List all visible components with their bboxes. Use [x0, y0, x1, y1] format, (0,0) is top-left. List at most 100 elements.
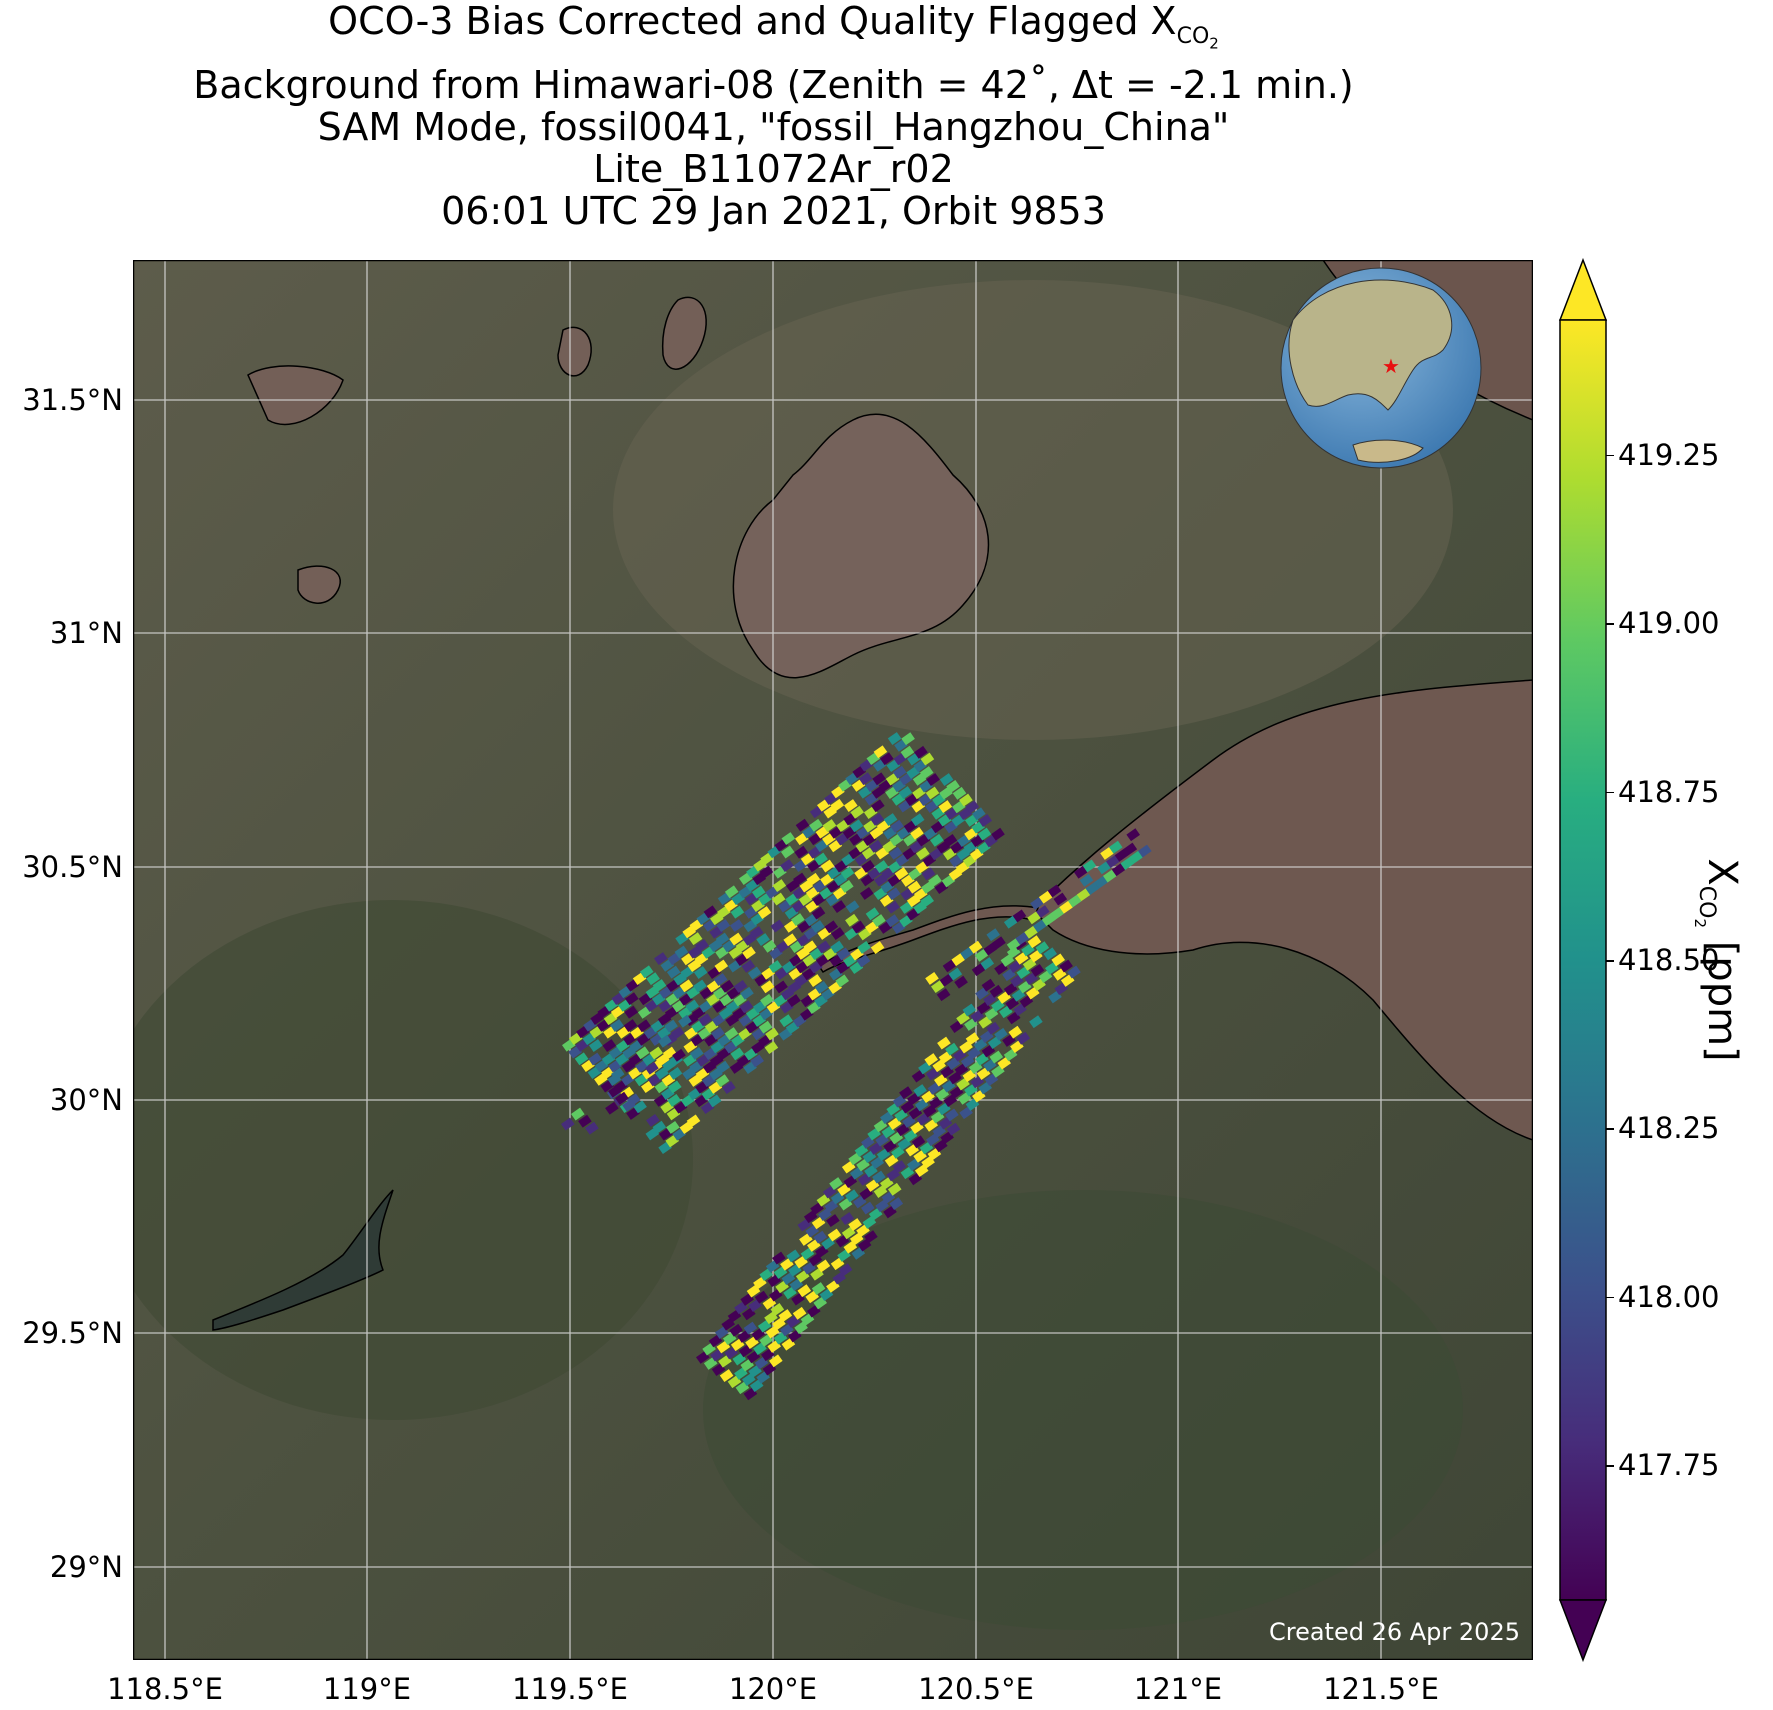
globe-australia-land — [1352, 439, 1424, 463]
xco2-sounding — [945, 1108, 959, 1122]
xco2-sounding — [1067, 965, 1081, 979]
xco2-sounding — [980, 957, 995, 970]
xco2-sounding — [1036, 905, 1050, 919]
colorbar-tick-label: 418.75 — [1618, 774, 1720, 809]
xco2-sounding — [615, 1091, 629, 1105]
lat-tick-label: 31.5°N — [22, 383, 123, 417]
small-lake — [661, 296, 707, 370]
xco2-sounding — [942, 959, 957, 973]
xco2-sounding — [756, 933, 770, 946]
xco2-sounding — [1129, 850, 1143, 864]
xco2-sounding — [809, 818, 823, 832]
xco2-sounding — [1073, 865, 1088, 879]
figure-title: OCO-3 Bias Corrected and Quality Flagged… — [0, 0, 1547, 232]
xco2-sounding — [954, 975, 968, 989]
xco2-sounding — [913, 1084, 927, 1097]
xco2-sounding — [857, 940, 871, 954]
xco2-sounding — [887, 1182, 902, 1196]
xco2-sounding — [920, 752, 935, 766]
xco2-sounding — [729, 1323, 743, 1337]
colorbar-extend-max — [1558, 258, 1608, 321]
xco2-sounding — [685, 999, 700, 1013]
xco2-sounding — [774, 980, 788, 994]
xco2-sounding — [1076, 888, 1091, 902]
xco2-sounding — [983, 942, 998, 956]
xco2-sounding — [845, 913, 859, 927]
xco2-sounding — [652, 1120, 667, 1134]
xco2-sounding — [741, 959, 756, 973]
xco2-sounding — [1059, 959, 1073, 973]
hangzhou-bay — [1031, 679, 1533, 1141]
xco2-sounding — [1068, 894, 1082, 908]
lon-tick-label: 119°E — [322, 1672, 412, 1706]
xco2-sounding — [1030, 963, 1045, 977]
taihu-lake — [732, 413, 990, 679]
colorbar-tick-mark — [1606, 1296, 1614, 1299]
xco2-sounding — [772, 879, 787, 893]
lat-tick-label: 29.5°N — [22, 1316, 123, 1350]
xco2-sounding — [605, 1101, 619, 1115]
xco2-sounding — [864, 1230, 878, 1244]
colorbar-tick-label: 419.00 — [1618, 606, 1720, 641]
xco2-sounding — [1120, 857, 1135, 870]
xco2-sounding — [1030, 896, 1044, 910]
xco2-sounding — [871, 799, 885, 813]
xco2-sounding — [989, 984, 1004, 998]
xco2-sounding — [720, 979, 734, 993]
xco2-sounding — [668, 1066, 683, 1080]
xco2-sounding — [1094, 875, 1108, 889]
xco2-sounding — [1108, 840, 1123, 854]
xco2-sounding — [770, 1302, 785, 1316]
xco2-sounding — [832, 900, 846, 914]
xco2-sounding — [1079, 873, 1094, 887]
xco2-sounding — [791, 913, 805, 927]
xco2-sounding — [992, 936, 1006, 950]
xco2-sounding — [749, 926, 764, 940]
xco2-sounding — [716, 1060, 730, 1074]
globe-asia-land — [1288, 279, 1453, 411]
xco2-sounding — [910, 813, 925, 827]
xco2-sounding — [1038, 890, 1053, 904]
xco2-sounding — [729, 932, 743, 946]
xco2-sounding — [836, 947, 851, 961]
xco2-sounding — [911, 1135, 926, 1149]
xco2-sounding — [951, 953, 966, 967]
xco2-sounding — [831, 927, 845, 941]
lon-tick-label: 118.5°E — [107, 1672, 223, 1706]
xco2-sounding — [1015, 932, 1030, 945]
xco2-sounding — [783, 933, 798, 947]
xco2-sounding — [1012, 909, 1027, 923]
xco2-sounding — [892, 765, 907, 779]
xco2-sounding — [716, 919, 731, 932]
forest-region — [703, 1190, 1463, 1630]
xco2-sounding — [1003, 915, 1018, 929]
xco2-sounding — [826, 1214, 840, 1228]
xco2-sounding — [793, 872, 807, 886]
xco2-sounding — [829, 1177, 843, 1191]
lon-tick-label: 119.5°E — [512, 1672, 628, 1706]
xco2-sounding — [840, 1212, 855, 1225]
xco2-sounding — [931, 980, 945, 994]
xco2-sounding — [806, 872, 821, 886]
colorbar-tick-mark — [1606, 960, 1614, 962]
xco2-sounding — [1006, 938, 1021, 952]
xco2-sounding — [900, 745, 915, 759]
xco2-sounding — [760, 993, 774, 1007]
lon-tick-label: 121.5°E — [1323, 1672, 1439, 1706]
xco2-sounding — [962, 1003, 977, 1017]
xco2-sounding — [936, 988, 951, 1002]
xco2-sounding — [938, 800, 953, 814]
xco2-sounding — [945, 1042, 959, 1056]
lat-tick-label: 31°N — [49, 616, 123, 650]
xco2-sounding — [1035, 941, 1050, 955]
xco2-sounding — [830, 940, 844, 954]
xco2-sounding — [870, 941, 885, 955]
xco2-sounding — [943, 833, 958, 847]
xco2-sounding — [1082, 859, 1097, 873]
xco2-sounding — [925, 971, 939, 985]
site-star-icon: ★ — [1382, 354, 1400, 378]
xco2-sounding — [986, 928, 1001, 942]
xco2-sounding — [1033, 919, 1047, 933]
xco2-sounding — [848, 1218, 862, 1231]
xco2-sounding — [769, 1354, 783, 1368]
